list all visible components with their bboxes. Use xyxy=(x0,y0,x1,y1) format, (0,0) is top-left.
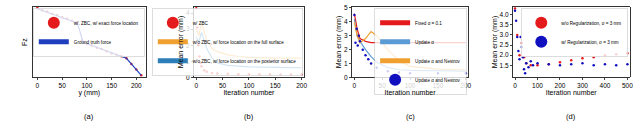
svg-text:0: 0 xyxy=(353,82,357,89)
svg-text:3.5: 3.5 xyxy=(500,21,509,28)
svg-text:3.0: 3.0 xyxy=(500,31,509,38)
svg-text:200: 200 xyxy=(296,82,307,89)
svg-text:w/o ZBC, w/ force location on: w/o ZBC, w/ force location on the full s… xyxy=(193,40,284,45)
svg-text:100: 100 xyxy=(532,82,543,89)
svg-text:Update α and Nestrov: Update α and Nestrov xyxy=(415,59,460,64)
svg-text:w/o Regularization, σ = 3 mm: w/o Regularization, σ = 3 mm xyxy=(561,21,621,26)
svg-text:0: 0 xyxy=(36,82,40,89)
svg-text:(a): (a) xyxy=(84,112,94,121)
svg-text:400: 400 xyxy=(600,82,611,89)
svg-text:Update α and Nestrov: Update α and Nestrov xyxy=(415,78,460,83)
svg-text:50: 50 xyxy=(59,82,67,89)
svg-text:Mean error (mm): Mean error (mm) xyxy=(177,16,185,69)
svg-text:2: 2 xyxy=(344,46,348,53)
svg-text:300: 300 xyxy=(577,82,588,89)
svg-text:200: 200 xyxy=(131,82,142,89)
svg-text:0: 0 xyxy=(185,73,190,81)
svg-text:100: 100 xyxy=(81,82,92,89)
svg-text:2.0: 2.0 xyxy=(500,51,509,58)
svg-text:200: 200 xyxy=(555,82,566,89)
svg-text:0: 0 xyxy=(513,82,517,89)
svg-text:0: 0 xyxy=(344,74,348,81)
svg-text:Iteration number: Iteration number xyxy=(385,89,437,96)
svg-text:150: 150 xyxy=(270,82,281,89)
svg-text:4: 4 xyxy=(344,18,348,25)
svg-text:50: 50 xyxy=(219,82,227,89)
svg-text:Iteration number: Iteration number xyxy=(546,89,598,96)
svg-text:Fixed α = 0.1: Fixed α = 0.1 xyxy=(415,21,442,26)
svg-text:y (mm): y (mm) xyxy=(78,89,100,97)
svg-text:150: 150 xyxy=(106,82,117,89)
svg-text:w/ Regularization, σ = 3 mm: w/ Regularization, σ = 3 mm xyxy=(561,40,619,45)
svg-text:1: 1 xyxy=(344,60,348,67)
svg-text:(c): (c) xyxy=(406,112,415,121)
svg-text:100: 100 xyxy=(243,82,254,89)
svg-text:w/o ZBC, w/ force location on: w/o ZBC, w/ force location on the poster… xyxy=(193,59,296,64)
svg-text:w/. ZBC, w/ exact force locati: w/. ZBC, w/ exact force location xyxy=(74,21,139,26)
svg-text:1.5: 1.5 xyxy=(500,62,509,69)
svg-text:3: 3 xyxy=(344,32,348,39)
svg-text:Update α: Update α xyxy=(415,40,434,45)
svg-text:5: 5 xyxy=(344,4,348,11)
svg-text:Fz: Fz xyxy=(21,38,28,46)
svg-text:Iteration number: Iteration number xyxy=(223,89,275,96)
svg-text:Mean error (mm): Mean error (mm) xyxy=(491,16,499,69)
svg-text:2.5: 2.5 xyxy=(500,41,509,48)
svg-text:0: 0 xyxy=(194,82,198,89)
svg-text:500: 500 xyxy=(622,82,633,89)
svg-text:(b): (b) xyxy=(244,112,254,121)
svg-text:Ground truth force: Ground truth force xyxy=(74,40,112,45)
svg-text:4.0: 4.0 xyxy=(500,11,509,18)
svg-text:Mean error (mm): Mean error (mm) xyxy=(335,16,343,69)
svg-text:w/ ZBC: w/ ZBC xyxy=(193,21,209,26)
svg-text:(d): (d) xyxy=(566,112,576,121)
